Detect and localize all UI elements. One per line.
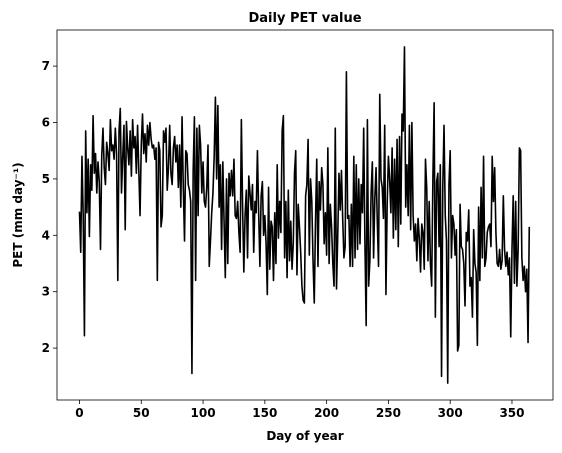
x-tick-label: 300 [438, 406, 463, 420]
y-tick-label: 3 [42, 285, 50, 299]
x-tick-label: 150 [252, 406, 277, 420]
y-axis-label: PET (mm day⁻¹) [11, 162, 25, 267]
y-tick-label: 2 [42, 341, 50, 355]
x-tick-label: 250 [376, 406, 401, 420]
x-tick-label: 50 [133, 406, 150, 420]
y-tick-label: 6 [42, 116, 50, 130]
plot-frame [56, 29, 554, 401]
y-tick-label: 5 [42, 172, 50, 186]
chart-title: Daily PET value [248, 11, 361, 26]
x-tick-label: 0 [75, 406, 83, 420]
x-tick-label: 200 [314, 406, 339, 420]
y-tick-label: 4 [42, 228, 50, 242]
x-axis-label: Day of year [266, 429, 343, 443]
x-tick-label: 100 [191, 406, 216, 420]
x-tick-label: 350 [499, 406, 524, 420]
data-line [78, 46, 531, 384]
y-tick-label: 7 [42, 59, 50, 73]
